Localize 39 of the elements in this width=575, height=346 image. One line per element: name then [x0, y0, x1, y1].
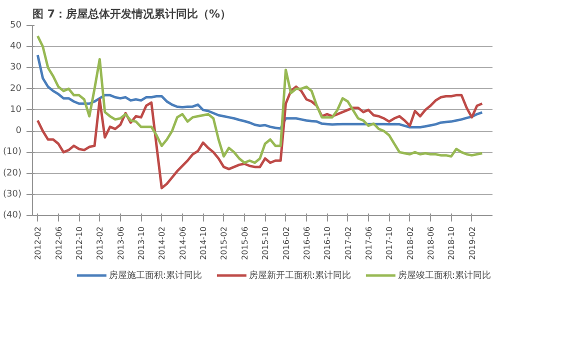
x-tick-label: 2012-06 [54, 226, 64, 260]
x-tick-label: 2012-02 [34, 226, 43, 260]
y-tick-label: (20) [3, 168, 22, 178]
x-tick-label: 2017-06 [364, 226, 374, 260]
x-tick-label: 2014-02 [158, 226, 167, 260]
line-series [36, 34, 484, 164]
legend-label: 房屋新开工面积:累计同比 [248, 270, 352, 282]
x-tick-label: 2015-10 [261, 226, 270, 260]
x-tick-label: 2018-10 [447, 226, 456, 260]
x-tick-label: 2015-02 [220, 226, 229, 260]
legend-label: 房屋竣工面积:累计同比 [398, 270, 492, 282]
x-tick-label: 2017-10 [385, 226, 394, 260]
x-tick-label: 2015-06 [240, 226, 250, 260]
legend-label: 房屋施工面积:累计同比 [108, 270, 202, 282]
line-series [36, 85, 484, 190]
x-tick-label: 2014-06 [178, 226, 188, 260]
x-tick-label: 2016-02 [282, 226, 291, 260]
x-tick-label: 2016-06 [302, 226, 312, 260]
line-series [36, 54, 484, 130]
y-tick-label: (10) [3, 147, 22, 158]
x-tick-label: 2019-02 [468, 226, 477, 260]
y-tick-label: 40 [10, 42, 22, 52]
x-tick-label: 2013-06 [116, 226, 126, 260]
y-tick-label: 0 [16, 126, 22, 136]
x-tick-label: 2017-02 [344, 226, 353, 260]
chart-title: 图 7：房屋总体开发情况累计同比（%） [32, 8, 232, 20]
x-tick-label: 2018-06 [426, 226, 436, 260]
y-tick-label: 50 [10, 20, 22, 30]
x-tick-label: 2013-10 [137, 226, 146, 260]
y-tick-label: (30) [3, 189, 22, 200]
y-tick-label: 10 [10, 104, 22, 115]
y-tick-label: 30 [10, 62, 22, 73]
x-tick-label: 2018-02 [406, 226, 415, 260]
x-tick-label: 2012-10 [75, 226, 84, 260]
x-tick-label: 2016-10 [323, 226, 332, 260]
x-tick-label: 2014-10 [199, 226, 208, 260]
y-tick-label: 20 [10, 84, 22, 94]
x-tick-label: 2013-02 [96, 226, 105, 260]
y-tick-label: (40) [3, 210, 22, 220]
